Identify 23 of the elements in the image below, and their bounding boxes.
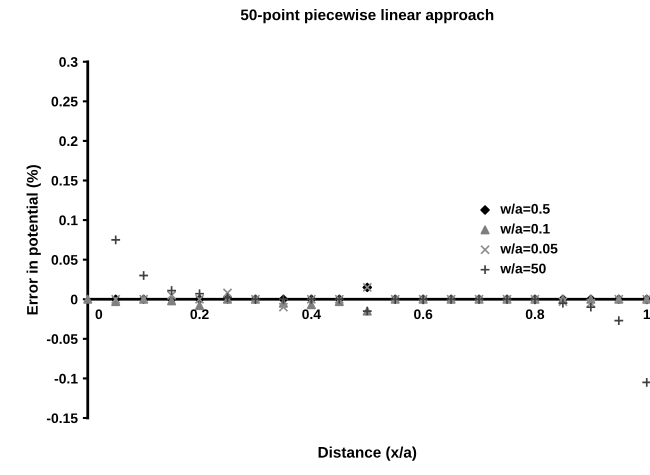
y-tick-label: 0.05 xyxy=(52,255,78,265)
legend-label: w/a=0.5 xyxy=(500,204,550,214)
x-tick-label: 1 xyxy=(644,309,650,320)
y-tick-label: 0 xyxy=(70,294,78,304)
legend-label: w/a=0.05 xyxy=(500,243,558,254)
y-tick-label: 0.1 xyxy=(59,215,78,226)
x-tick-label: 0.8 xyxy=(526,309,544,320)
x-axis-title: Distance (x/a) xyxy=(318,446,416,461)
legend-label: w/a=0.1 xyxy=(500,223,550,234)
x-tick-label: 0 xyxy=(96,309,102,320)
y-tick-label: 0.3 xyxy=(59,57,78,67)
y-tick-label: -0.1 xyxy=(54,374,78,384)
x-tick-label: 0.6 xyxy=(414,309,432,320)
y-tick-label: -0.15 xyxy=(46,413,78,424)
x-tick-label: 0.2 xyxy=(190,309,209,320)
y-axis-title: Error in potential (%) xyxy=(26,165,41,314)
y-tick-label: 0.2 xyxy=(59,136,78,146)
x-tick-label: 0.4 xyxy=(302,309,321,320)
chart-title: 50-point piecewise linear approach xyxy=(240,9,494,24)
legend-label: w/a=50 xyxy=(500,263,546,274)
y-tick-label: 0.25 xyxy=(52,96,78,107)
y-tick-label: 0.15 xyxy=(52,176,78,186)
y-tick-label: -0.05 xyxy=(46,334,78,344)
